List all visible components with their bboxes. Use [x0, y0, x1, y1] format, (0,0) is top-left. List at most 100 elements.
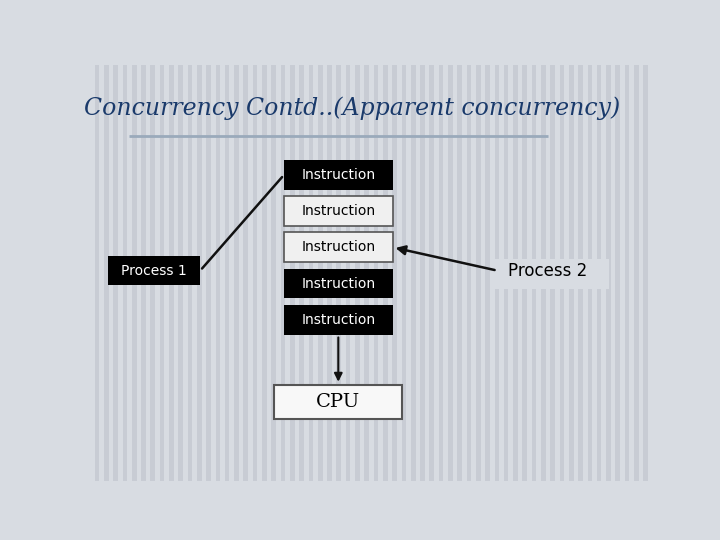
Bar [309, 65, 313, 481]
Bar [546, 65, 550, 481]
Bar [294, 65, 300, 481]
Bar [592, 65, 597, 481]
Bar [629, 65, 634, 481]
Bar [276, 65, 281, 481]
Bar [188, 65, 192, 481]
Bar [230, 65, 234, 481]
Bar [508, 65, 513, 481]
Bar [332, 65, 336, 481]
Bar [639, 65, 644, 481]
Bar [513, 65, 518, 481]
Bar [518, 65, 523, 481]
Bar [536, 65, 541, 481]
Bar [285, 65, 290, 481]
Bar [104, 65, 109, 481]
Bar [336, 65, 341, 481]
Bar [118, 65, 122, 481]
Bar [444, 65, 448, 481]
Bar [113, 65, 118, 481]
Bar [327, 65, 332, 481]
Bar [211, 65, 215, 481]
Bar [127, 65, 132, 481]
Bar [420, 65, 425, 481]
Bar [616, 65, 620, 481]
Bar [397, 65, 402, 481]
Bar [266, 65, 271, 481]
Bar [588, 65, 592, 481]
Bar [169, 65, 174, 481]
Text: Instruction: Instruction [301, 168, 375, 182]
Bar [648, 65, 652, 481]
Bar [462, 65, 467, 481]
Bar [318, 65, 323, 481]
Bar [369, 65, 374, 481]
Text: Instruction: Instruction [301, 313, 375, 327]
Text: CPU: CPU [316, 393, 361, 410]
Bar [448, 65, 453, 481]
Bar [346, 65, 351, 481]
Text: Concurrency Contd..(Apparent concurrency): Concurrency Contd..(Apparent concurrency… [84, 97, 621, 120]
Bar [485, 65, 490, 481]
Bar [94, 65, 99, 481]
Bar [155, 65, 160, 481]
Bar [527, 65, 532, 481]
Bar [164, 65, 169, 481]
Bar [234, 65, 239, 481]
Bar [392, 65, 397, 481]
Bar [258, 65, 262, 481]
Bar [355, 65, 360, 481]
Bar [239, 65, 243, 481]
Bar [174, 65, 179, 481]
Bar [578, 65, 583, 481]
Text: Process 2: Process 2 [508, 261, 588, 280]
Bar [202, 65, 206, 481]
Bar [625, 65, 629, 481]
Bar [290, 65, 294, 481]
Bar [197, 65, 202, 481]
Bar [374, 65, 378, 481]
Bar [262, 65, 266, 481]
Bar [300, 65, 304, 481]
Bar [108, 256, 200, 285]
Bar [304, 65, 309, 481]
Bar [281, 65, 285, 481]
Text: Instruction: Instruction [301, 240, 375, 254]
Bar [364, 65, 369, 481]
Bar [271, 65, 276, 481]
Bar [323, 65, 327, 481]
Bar [429, 65, 434, 481]
Bar [472, 65, 476, 481]
Bar [253, 65, 258, 481]
Text: Process 1: Process 1 [121, 264, 187, 278]
Bar [453, 65, 457, 481]
Bar [634, 65, 639, 481]
Bar [532, 65, 536, 481]
Bar [481, 65, 485, 481]
Bar [183, 65, 188, 481]
Bar [597, 65, 601, 481]
Bar [284, 196, 392, 226]
Bar [248, 65, 253, 481]
Bar [574, 65, 578, 481]
Bar [541, 65, 546, 481]
Bar [160, 65, 164, 481]
Bar [145, 65, 150, 481]
Bar [438, 65, 444, 481]
Bar [606, 65, 611, 481]
Bar [99, 65, 104, 481]
Bar [284, 232, 392, 262]
Bar [569, 65, 574, 481]
Bar [378, 65, 383, 481]
Bar [341, 65, 346, 481]
Bar [644, 65, 648, 481]
Bar [467, 65, 472, 481]
Bar [490, 65, 495, 481]
Bar [415, 65, 420, 481]
Bar [434, 65, 438, 481]
Bar [495, 65, 499, 481]
Bar [476, 65, 481, 481]
Bar [383, 65, 387, 481]
Bar [564, 65, 569, 481]
Bar [406, 65, 411, 481]
Bar [583, 65, 588, 481]
